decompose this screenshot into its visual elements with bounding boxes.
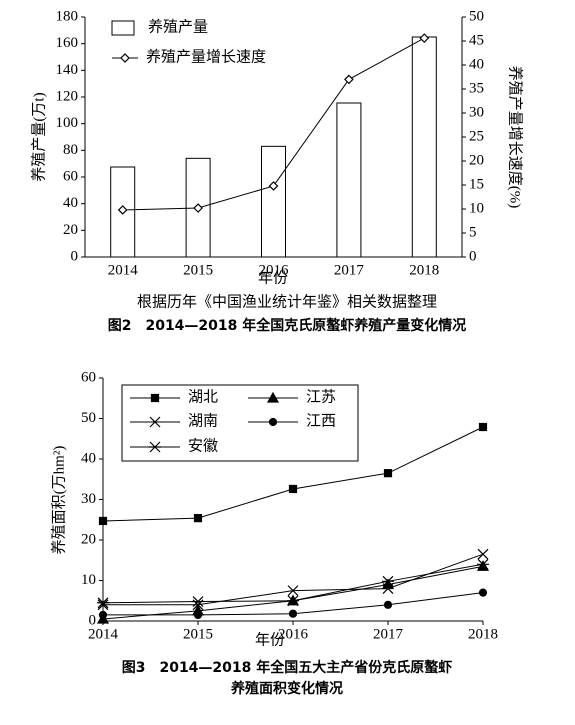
- y2-tick-label: 5: [469, 224, 477, 240]
- y2-tick-label: 50: [469, 8, 484, 24]
- legend-marker: [266, 391, 280, 403]
- y2-tick-label: 20: [469, 152, 484, 168]
- y-axis-label: 养殖产量(万t): [30, 92, 47, 181]
- marker: [98, 516, 108, 526]
- marker: [478, 588, 488, 597]
- y2-tick-label: 15: [469, 176, 484, 192]
- x-tick-label: 2015: [183, 626, 213, 642]
- x-tick-label: 2017: [373, 626, 404, 642]
- marker: [383, 600, 393, 609]
- marker: [117, 205, 128, 215]
- marker: [287, 595, 299, 607]
- marker: [193, 203, 203, 213]
- y-tick-label: 30: [81, 491, 96, 507]
- x-tick-label: 2018: [409, 262, 439, 278]
- marker: [193, 610, 203, 620]
- y2-axis-label: 养殖产量增长速度(%): [507, 66, 524, 209]
- marker: [288, 609, 298, 618]
- source-note: 根据历年《中国渔业统计年鉴》相关数据整理: [137, 293, 437, 310]
- marker: [478, 422, 488, 432]
- y2-tick-label: 40: [469, 56, 484, 72]
- caption: 图2 2014—2018 年全国克氏原螯虾养殖产量变化情况: [108, 317, 467, 334]
- x-tick-label: 2016: [278, 626, 309, 642]
- marker: [476, 560, 490, 571]
- y-tick-label: 0: [71, 248, 79, 264]
- y-tick-label: 40: [81, 450, 96, 466]
- legend-label: 养殖产量: [148, 18, 208, 35]
- y2-tick-label: 0: [469, 248, 477, 264]
- y-tick-label: 160: [56, 35, 79, 51]
- legend-marker: [149, 416, 161, 428]
- marker: [193, 514, 203, 523]
- legend-label: 江苏: [306, 388, 336, 405]
- legend-label: 湖北: [188, 388, 218, 405]
- legend-label: 湖南: [188, 412, 218, 429]
- y-tick-label: 60: [81, 369, 96, 385]
- marker: [268, 181, 279, 191]
- x-tick-label: 2018: [468, 626, 498, 642]
- y2-tick-label: 30: [469, 104, 484, 120]
- legend-marker: [268, 417, 278, 427]
- x-tick-label: 2014: [108, 262, 139, 278]
- marker: [288, 484, 298, 494]
- x-tick-label: 2015: [183, 262, 213, 278]
- marker: [97, 597, 109, 609]
- legend-marker: [149, 441, 161, 453]
- y2-tick-label: 25: [469, 128, 484, 144]
- marker: [477, 558, 489, 570]
- caption: 养殖面积变化情况: [230, 680, 343, 697]
- x-axis-label: 年份: [258, 269, 288, 286]
- marker: [287, 585, 299, 597]
- y-tick-label: 20: [63, 222, 78, 238]
- marker: [344, 74, 354, 85]
- y2-tick-label: 35: [469, 80, 484, 96]
- marker: [477, 548, 489, 560]
- legend-swatch: [111, 20, 135, 36]
- line: [102, 426, 484, 522]
- legend-marker: [120, 53, 130, 63]
- x-tick-label: 2014: [88, 626, 119, 642]
- x-tick-label: 2016: [259, 262, 290, 278]
- legend-box: [121, 384, 359, 462]
- bar: [261, 145, 286, 258]
- y-tick-label: 20: [81, 531, 96, 547]
- x-axis-label: 年份: [255, 631, 285, 648]
- y-tick-label: 100: [56, 115, 79, 131]
- legend-label: 养殖产量增长速度: [146, 48, 266, 65]
- legend-label: 安徽: [188, 437, 218, 454]
- x-tick-label: 2017: [334, 262, 365, 278]
- y-tick-label: 120: [56, 88, 79, 104]
- y-tick-label: 50: [81, 410, 96, 426]
- marker: [192, 596, 204, 607]
- marker: [382, 575, 394, 587]
- y-axis-label: 养殖面积(万hm²): [50, 446, 67, 555]
- y2-tick-label: 10: [469, 200, 484, 216]
- legend-label: 江西: [306, 412, 336, 429]
- y-tick-label: 10: [81, 572, 96, 588]
- y2-tick-label: 45: [469, 32, 484, 48]
- marker: [97, 599, 109, 611]
- y-tick-label: 60: [63, 168, 78, 184]
- y-tick-label: 0: [89, 612, 97, 628]
- legend-marker: [150, 393, 160, 403]
- caption: 图3 2014—2018 年全国五大主产省份克氏原螯虾: [122, 659, 453, 676]
- bar: [411, 36, 437, 258]
- y-tick-label: 80: [63, 142, 78, 158]
- y-tick-label: 140: [56, 62, 79, 78]
- marker: [98, 610, 108, 620]
- marker: [383, 469, 393, 478]
- y-tick-label: 180: [56, 8, 79, 24]
- marker: [419, 33, 430, 43]
- y-tick-label: 40: [63, 195, 78, 211]
- bar: [336, 102, 362, 258]
